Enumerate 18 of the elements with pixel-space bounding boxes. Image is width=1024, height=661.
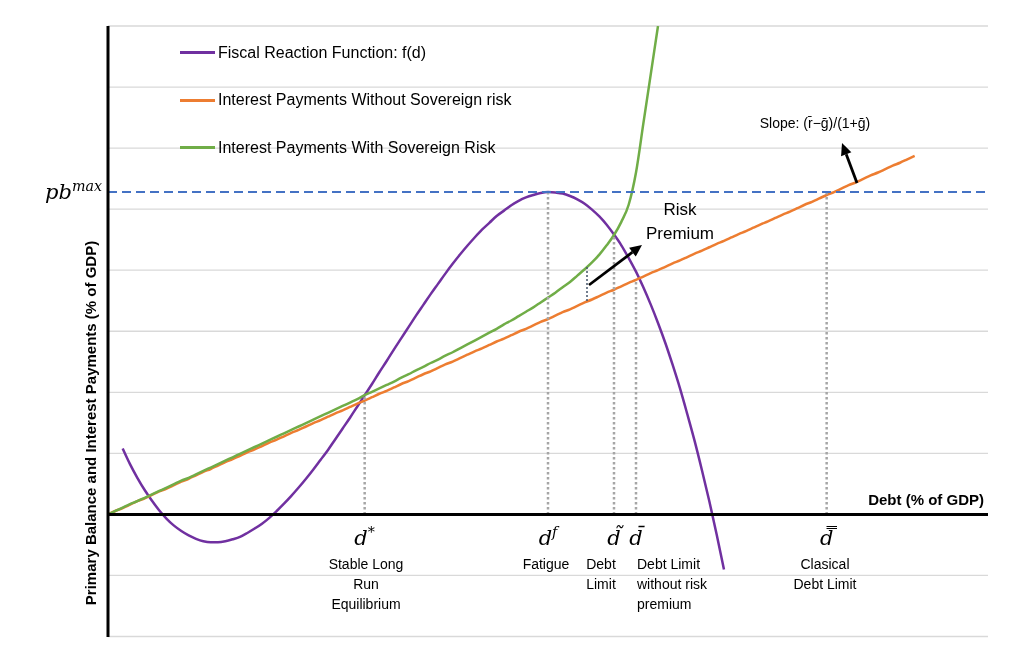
x-axis-title: Debt (% of GDP) — [868, 491, 984, 509]
legend-label: Interest Payments With Sovereign Risk — [218, 138, 496, 157]
annotation: Risk Premium — [645, 200, 715, 243]
x-tick-label: d$^{*}$ — [354, 524, 375, 551]
annotation: Fatigue — [522, 556, 570, 572]
legend-label: Fiscal Reaction Function: f(d) — [218, 43, 427, 62]
annotation: Stable Long Run Equilibrium — [328, 556, 404, 612]
x-tick-label: d̿ — [819, 525, 837, 551]
annotation: Slope: (r̄−ḡ)/(1+ḡ) — [759, 115, 871, 131]
x-tick-label: d̃ — [607, 523, 625, 551]
annotation: Debt Limit — [586, 556, 616, 592]
annotation: Clasical Debt Limit — [793, 556, 857, 592]
ref-line-label: pb$^{max}$ — [45, 178, 102, 205]
y-axis-title: Primary Balance and Interest Payments (% of GDP) — [82, 240, 99, 606]
legend-label: Interest Payments Without Sovereign risk — [218, 91, 512, 110]
annotation: Debt Limit without risk premium — [636, 556, 709, 612]
x-tick-label: d$^{f}$ — [538, 524, 561, 551]
x-tick-label: d̄ — [629, 524, 646, 551]
